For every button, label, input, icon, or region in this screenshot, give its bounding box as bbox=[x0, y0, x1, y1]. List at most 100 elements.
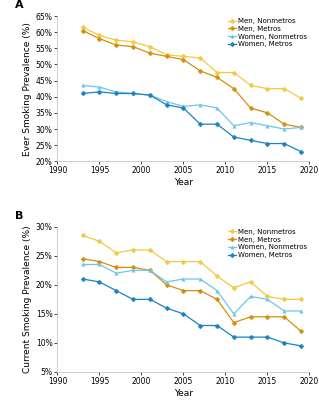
Men, Nonmetros bbox=[299, 96, 303, 101]
Women, Metros bbox=[182, 312, 185, 316]
Women, Metros bbox=[81, 91, 85, 96]
Line: Women, Metros: Women, Metros bbox=[81, 90, 303, 153]
Women, Metros bbox=[232, 135, 236, 140]
Men, Metros bbox=[131, 265, 135, 270]
Women, Nonmetros bbox=[148, 268, 152, 273]
Men, Nonmetros bbox=[114, 38, 118, 43]
Women, Metros bbox=[114, 91, 118, 96]
Women, Nonmetros bbox=[198, 102, 202, 107]
Men, Nonmetros bbox=[98, 239, 101, 244]
Women, Metros bbox=[232, 335, 236, 340]
Women, Metros bbox=[148, 297, 152, 302]
Men, Nonmetros bbox=[249, 83, 253, 88]
Men, Nonmetros bbox=[98, 33, 101, 38]
Women, Metros bbox=[165, 306, 168, 310]
Women, Nonmetros bbox=[282, 308, 286, 313]
Women, Nonmetros bbox=[182, 104, 185, 109]
Men, Metros bbox=[249, 106, 253, 110]
Line: Men, Metros: Men, Metros bbox=[81, 29, 303, 129]
Women, Nonmetros bbox=[131, 91, 135, 96]
Men, Metros bbox=[114, 265, 118, 270]
Men, Nonmetros bbox=[131, 40, 135, 44]
Men, Metros bbox=[198, 68, 202, 73]
Women, Nonmetros bbox=[299, 125, 303, 130]
Women, Metros bbox=[198, 323, 202, 328]
Women, Metros bbox=[98, 280, 101, 284]
Women, Metros bbox=[131, 91, 135, 96]
Women, Nonmetros bbox=[114, 90, 118, 94]
Line: Women, Metros: Women, Metros bbox=[81, 277, 303, 348]
Text: B: B bbox=[15, 211, 23, 221]
Women, Nonmetros bbox=[165, 99, 168, 104]
Men, Nonmetros bbox=[81, 233, 85, 238]
Men, Nonmetros bbox=[215, 274, 219, 278]
Women, Nonmetros bbox=[249, 294, 253, 299]
Men, Metros bbox=[282, 122, 286, 126]
Legend: Men, Nonmetros, Men, Metros, Women, Nonmetros, Women, Metros: Men, Nonmetros, Men, Metros, Women, Nonm… bbox=[227, 17, 308, 48]
Women, Nonmetros bbox=[81, 83, 85, 88]
Women, Nonmetros bbox=[249, 120, 253, 125]
Women, Nonmetros bbox=[165, 280, 168, 284]
Text: A: A bbox=[15, 0, 23, 10]
Women, Metros bbox=[215, 122, 219, 126]
Men, Nonmetros bbox=[215, 70, 219, 75]
Men, Nonmetros bbox=[299, 297, 303, 302]
Men, Metros bbox=[131, 44, 135, 49]
Men, Nonmetros bbox=[148, 44, 152, 49]
Men, Metros bbox=[148, 268, 152, 273]
Men, Nonmetros bbox=[282, 86, 286, 91]
Men, Nonmetros bbox=[114, 250, 118, 255]
Women, Metros bbox=[131, 297, 135, 302]
Men, Metros bbox=[215, 297, 219, 302]
Women, Nonmetros bbox=[131, 268, 135, 273]
Men, Nonmetros bbox=[81, 25, 85, 30]
Men, Nonmetros bbox=[182, 259, 185, 264]
Line: Women, Nonmetros: Women, Nonmetros bbox=[81, 263, 303, 316]
Men, Nonmetros bbox=[249, 280, 253, 284]
Men, Metros bbox=[198, 288, 202, 293]
Women, Nonmetros bbox=[81, 262, 85, 267]
Women, Nonmetros bbox=[215, 288, 219, 293]
Women, Metros bbox=[198, 122, 202, 126]
Men, Nonmetros bbox=[265, 294, 269, 299]
Men, Nonmetros bbox=[265, 86, 269, 91]
Women, Nonmetros bbox=[232, 312, 236, 316]
Women, Nonmetros bbox=[232, 123, 236, 128]
Men, Nonmetros bbox=[148, 248, 152, 252]
Women, Nonmetros bbox=[265, 123, 269, 128]
Y-axis label: Ever Smoking Prevalence (%): Ever Smoking Prevalence (%) bbox=[23, 22, 32, 156]
Women, Metros bbox=[249, 138, 253, 143]
Line: Men, Nonmetros: Men, Nonmetros bbox=[81, 234, 303, 301]
Men, Metros bbox=[265, 110, 269, 115]
Y-axis label: Current Smoking Prevalence (%): Current Smoking Prevalence (%) bbox=[23, 226, 32, 373]
Men, Metros bbox=[299, 329, 303, 334]
Men, Metros bbox=[182, 57, 185, 62]
Men, Nonmetros bbox=[232, 285, 236, 290]
Men, Nonmetros bbox=[232, 70, 236, 75]
Line: Men, Metros: Men, Metros bbox=[81, 257, 303, 333]
Women, Nonmetros bbox=[299, 308, 303, 313]
Women, Nonmetros bbox=[215, 106, 219, 110]
Women, Metros bbox=[265, 141, 269, 146]
Women, Metros bbox=[265, 335, 269, 340]
Legend: Men, Nonmetros, Men, Metros, Women, Nonmetros, Women, Metros: Men, Nonmetros, Men, Metros, Women, Nonm… bbox=[227, 228, 308, 259]
Men, Metros bbox=[182, 288, 185, 293]
Women, Nonmetros bbox=[148, 93, 152, 98]
Men, Metros bbox=[215, 75, 219, 80]
Men, Metros bbox=[282, 314, 286, 319]
Women, Nonmetros bbox=[182, 277, 185, 282]
Men, Metros bbox=[81, 256, 85, 261]
Men, Nonmetros bbox=[165, 259, 168, 264]
Men, Nonmetros bbox=[282, 297, 286, 302]
Women, Metros bbox=[98, 90, 101, 94]
Men, Metros bbox=[81, 28, 85, 33]
X-axis label: Year: Year bbox=[174, 389, 193, 398]
Men, Metros bbox=[299, 125, 303, 130]
Women, Metros bbox=[299, 344, 303, 348]
Men, Metros bbox=[165, 54, 168, 59]
Line: Women, Nonmetros: Women, Nonmetros bbox=[81, 84, 303, 131]
Men, Metros bbox=[98, 259, 101, 264]
X-axis label: Year: Year bbox=[174, 178, 193, 187]
Men, Nonmetros bbox=[182, 54, 185, 59]
Men, Metros bbox=[265, 314, 269, 319]
